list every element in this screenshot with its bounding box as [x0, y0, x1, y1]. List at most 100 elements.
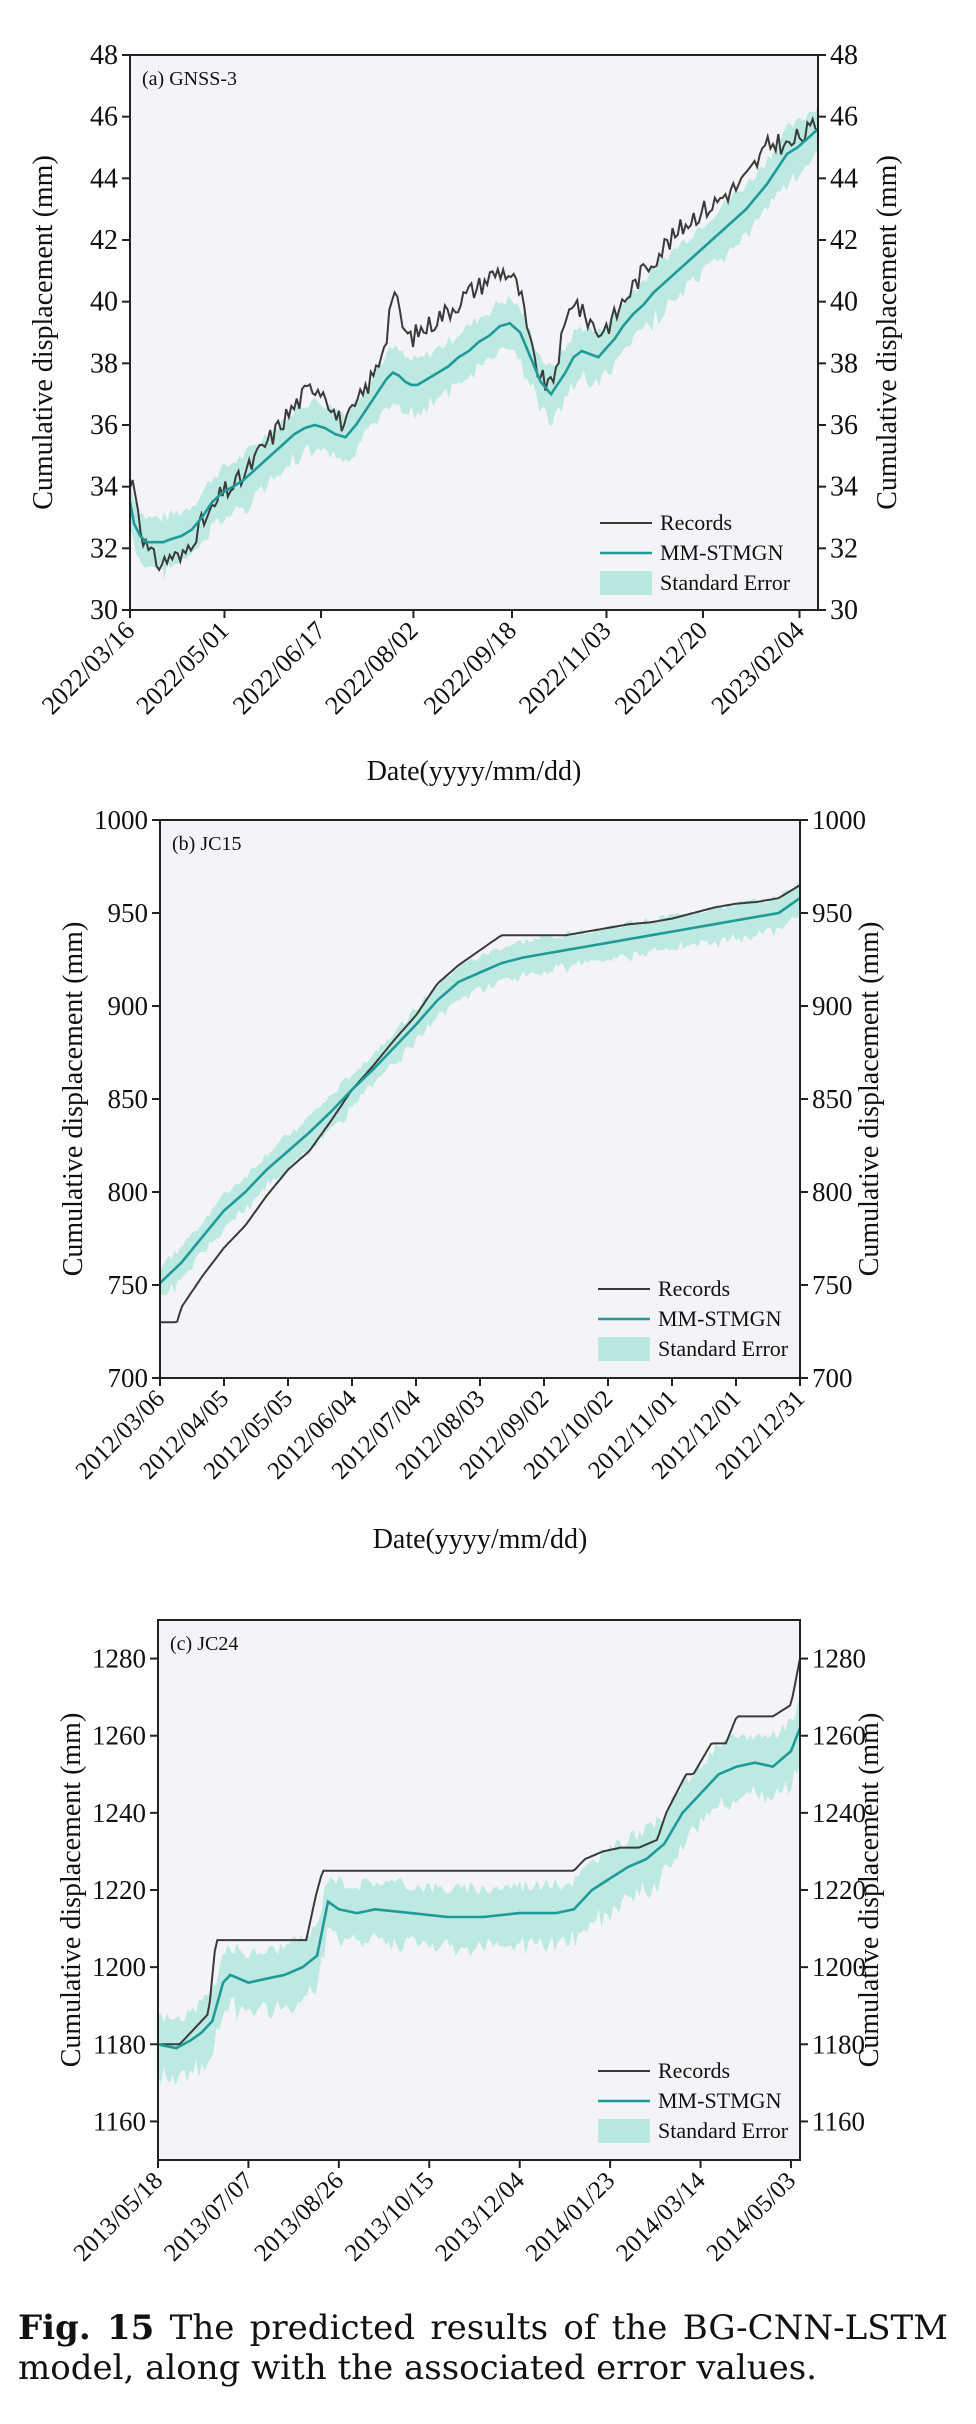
y-tick-label-right: 900 [812, 991, 853, 1021]
y-tick-label-right: 1220 [812, 1875, 866, 1905]
figure-caption: Fig. 15 The predicted results of the BG-… [18, 2308, 948, 2388]
y-tick-label-left: 950 [108, 898, 149, 928]
y-tick-label-left: 700 [108, 1363, 149, 1393]
x-tick-label: 2022/08/02 [319, 616, 423, 720]
x-tick-label: 2022/11/03 [513, 616, 617, 720]
legend-records-label: Records [658, 1276, 730, 1301]
y-tick-label-right: 1280 [812, 1644, 866, 1674]
x-tick-label: 2023/02/04 [705, 616, 809, 720]
x-tick-label: 2014/03/14 [611, 2167, 711, 2267]
y-tick-label-right: 1160 [812, 2106, 865, 2136]
legend-records-label: Records [658, 2058, 730, 2083]
y-tick-label-right: 40 [830, 287, 858, 318]
x-tick-label: 2013/12/04 [430, 2167, 530, 2267]
y-tick-label-left: 1000 [94, 805, 148, 835]
standard-error-band [130, 106, 818, 580]
prediction-line [157, 1727, 802, 2050]
records-line [158, 1658, 801, 2046]
legend-prediction-label: MM-STMGN [660, 540, 784, 565]
plot-area [158, 1620, 800, 2160]
y-tick-label-right: 700 [812, 1363, 853, 1393]
y-tick-label-left: 750 [108, 1270, 149, 1300]
y-tick-label-right: 46 [830, 102, 858, 133]
y-tick-label-right: 32 [830, 533, 858, 564]
charts-figure: 30 30 32 32 34 34 36 36 38 38 40 40 42 42 44 44 46 46 48 48… [28, 40, 903, 2267]
y-tick-label-right: 800 [812, 1177, 853, 1207]
y-tick-label-left: 36 [90, 410, 118, 441]
y-tick-label-left: 48 [90, 40, 118, 71]
y-tick-label-left: 800 [108, 1177, 149, 1207]
chart-panel-2: 700 700 750 750 800 800 850 850 900 900 950 950 1000… [58, 805, 885, 1555]
legend: Records MM-STMGN Standard Error [600, 510, 791, 595]
y-tick-label-left: 38 [90, 348, 118, 379]
y-tick-label-left: 850 [108, 1084, 149, 1114]
legend-band-label: Standard Error [660, 570, 791, 595]
legend-band-swatch [600, 571, 652, 595]
y-axis-label-left: Cumulative displacement (mm) [28, 155, 59, 510]
legend-band-label: Standard Error [658, 2118, 789, 2143]
figure-caption-text: The predicted results of the BG-CNN-LSTM… [18, 2308, 948, 2388]
y-tick-label-right: 34 [830, 472, 858, 503]
x-tick-label: 2013/10/15 [340, 2167, 440, 2267]
chart-panel-1: 30 30 32 32 34 34 36 36 38 38 40 40 42 42 44 44 46 46 48 48… [28, 40, 903, 787]
y-tick-label-right: 1000 [812, 805, 866, 835]
chart-panel-3: 1160 1160 1180 1180 1200 1200 1220 1220 1240 1240… [56, 1619, 885, 2267]
y-tick-label-left: 1200 [92, 1952, 146, 1982]
y-tick-label-right: 850 [812, 1084, 853, 1114]
y-tick-label-right: 30 [830, 595, 858, 626]
panel-label: (c) JC24 [170, 1633, 238, 1655]
y-tick-label-left: 1160 [93, 2106, 146, 2136]
y-tick-label-left: 1240 [92, 1798, 146, 1828]
y-tick-label-right: 42 [830, 225, 858, 256]
y-tick-label-right: 38 [830, 348, 858, 379]
legend-band-swatch [598, 1337, 650, 1361]
y-tick-label-left: 1280 [92, 1644, 146, 1674]
y-tick-label-right: 950 [812, 898, 853, 928]
standard-error-band [160, 881, 800, 1296]
x-tick-label: 2013/07/07 [159, 2167, 259, 2267]
x-tick-label: 2022/09/18 [418, 616, 522, 720]
y-axis-label-left: Cumulative displacement (mm) [58, 922, 89, 1277]
x-tick-label: 2014/05/03 [702, 2167, 802, 2267]
legend-prediction-label: MM-STMGN [658, 1306, 782, 1331]
y-tick-label-left: 1180 [93, 2029, 146, 2059]
y-tick-label-right: 1240 [812, 1798, 866, 1828]
y-tick-label-left: 34 [90, 472, 118, 503]
legend: Records MM-STMGN Standard Error [598, 2058, 789, 2143]
y-tick-label-left: 30 [90, 595, 118, 626]
legend-records-label: Records [660, 510, 732, 535]
x-axis-label: Date(yyyy/mm/dd) [367, 756, 582, 787]
y-axis-label-right: Cumulative displacement (mm) [854, 1713, 885, 2068]
y-tick-label-right: 48 [830, 40, 858, 71]
y-tick-label-right: 1180 [812, 2029, 865, 2059]
y-tick-label-right: 44 [830, 163, 858, 194]
y-tick-label-left: 42 [90, 225, 118, 256]
x-tick-label: 2013/08/26 [249, 2167, 349, 2267]
x-tick-label: 2022/06/17 [227, 616, 331, 720]
records-line [160, 884, 801, 1324]
x-axis-label: Date(yyyy/mm/dd) [373, 1524, 588, 1555]
prediction-line [128, 128, 819, 544]
legend: Records MM-STMGN Standard Error [598, 1276, 789, 1361]
y-tick-label-right: 1260 [812, 1721, 866, 1751]
y-tick-label-left: 1260 [92, 1721, 146, 1751]
x-tick-label: 2022/03/16 [36, 616, 140, 720]
x-tick-label: 2014/01/23 [521, 2167, 621, 2267]
y-tick-label-left: 40 [90, 287, 118, 318]
x-tick-label: 2022/05/01 [130, 616, 234, 720]
y-tick-label-right: 750 [812, 1270, 853, 1300]
plot-frame [129, 54, 819, 611]
y-tick-label-right: 36 [830, 410, 858, 441]
y-axis-label-left: Cumulative displacement (mm) [56, 1713, 87, 2068]
legend-band-swatch [598, 2119, 650, 2143]
y-tick-label-left: 46 [90, 102, 118, 133]
panel-label: (b) JC15 [172, 833, 241, 855]
legend-prediction-label: MM-STMGN [658, 2088, 782, 2113]
y-tick-label-left: 1220 [92, 1875, 146, 1905]
y-tick-label-left: 32 [90, 533, 118, 564]
panel-label: (a) GNSS-3 [142, 68, 237, 90]
prediction-line [159, 897, 801, 1285]
figure-caption-label: Fig. 15 [18, 2308, 155, 2348]
x-tick-label: 2013/05/18 [69, 2167, 169, 2267]
legend-band-label: Standard Error [658, 1336, 789, 1361]
